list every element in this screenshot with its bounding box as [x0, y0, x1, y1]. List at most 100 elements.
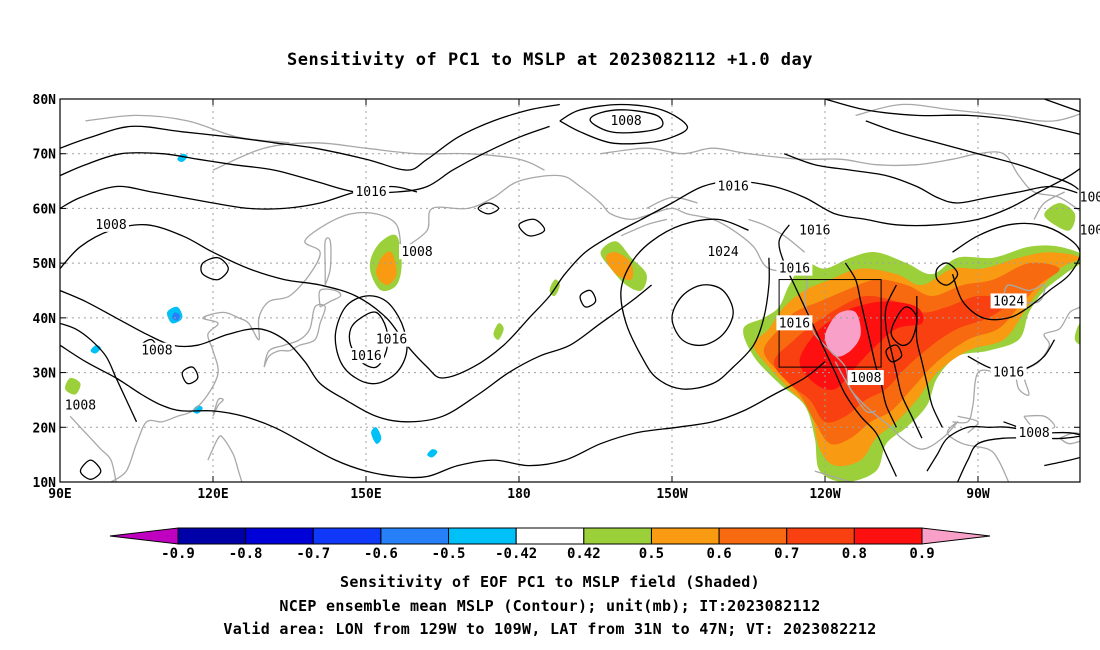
isobar-3: [60, 167, 1080, 379]
contour-label-bg: [990, 364, 1027, 380]
contour-label: 1008: [850, 371, 881, 386]
colorbar-label: 0.6: [706, 546, 731, 562]
isobar-closed-3: [671, 284, 734, 347]
colorbar-label: 0.5: [639, 546, 664, 562]
contour-label: 1016: [376, 333, 407, 348]
contour-label-bg: [138, 342, 175, 358]
shade-region-18: [493, 323, 504, 340]
gridlines: [60, 99, 1080, 482]
contour-label: 1008: [65, 398, 96, 413]
caption-line-1: Sensitivity of EOF PC1 to MSLP field (Sh…: [340, 573, 760, 591]
contour-label-bg: [705, 244, 741, 260]
chart-title: Sensitivity of PC1 to MSLP at 2023082112…: [286, 50, 813, 70]
isobar-8: [783, 153, 1080, 204]
colorbar-box: [177, 527, 247, 545]
contour-label-bg: [1077, 222, 1100, 238]
isobar-4: [60, 284, 653, 423]
isobar-closed-0: [589, 109, 664, 134]
colorbar-arrow-high: [921, 527, 991, 545]
coastline-14: [814, 470, 851, 482]
lon-label: 150W: [656, 487, 687, 502]
coastline-2: [834, 361, 877, 414]
contour-label-bg: [1077, 189, 1100, 205]
colorbar-box: [786, 527, 855, 545]
contour-label: 1016: [779, 316, 810, 331]
colorbar-label: 0.9: [909, 546, 934, 562]
coastline-4: [263, 303, 326, 368]
shade-region-15: [1074, 323, 1080, 345]
shade-region-25: [427, 449, 438, 458]
isobar-22: [620, 218, 770, 390]
colorbar-label: -0.8: [229, 546, 263, 562]
contour-label: 1016: [799, 223, 830, 238]
colorbar-box: [718, 527, 788, 545]
coastline-19: [646, 196, 698, 209]
contour-label: 1008: [401, 245, 432, 260]
contour-label: 1008: [1018, 426, 1049, 441]
shade-region-10: [1044, 203, 1076, 231]
contour-label-bg: [990, 293, 1027, 309]
isobar-11: [1044, 99, 1080, 113]
colorbar-arrow-low: [109, 527, 179, 545]
isobar-19: [844, 262, 897, 428]
isobar-0: [60, 103, 560, 171]
coastlines: [69, 103, 1080, 482]
colorbar-label: -0.7: [296, 546, 330, 562]
contour-label-bg: [608, 112, 645, 128]
isobar-closed-2: [348, 311, 389, 369]
contour-label-bg: [348, 348, 384, 364]
contour-label-bg: [373, 331, 410, 347]
contour-label-bg: [776, 260, 813, 276]
coastline-20: [620, 218, 668, 237]
lon-label: 120W: [809, 487, 840, 502]
colorbar: -0.9 -0.8 -0.7 -0.6 -0.5 -0.42 0.42 0.5 0.6 0.7 0.…: [109, 527, 991, 562]
colorbar-label: -0.9: [161, 546, 195, 562]
contour-label-bg: [353, 184, 390, 200]
coastline-17: [1059, 432, 1080, 445]
coastline-0: [69, 415, 117, 482]
isobar-1: [60, 125, 550, 194]
contour-label: 1016: [355, 185, 386, 200]
isobar-closed-14: [79, 459, 102, 480]
isobar-closed-9: [885, 344, 903, 363]
isobar-23: [951, 222, 1080, 321]
coastline-9: [212, 142, 545, 171]
shade-region-5: [824, 310, 861, 357]
colorbar-label: -0.6: [364, 546, 398, 562]
coastline-1: [110, 174, 1010, 482]
isobar-9: [865, 120, 1080, 192]
colorbar-box: [448, 527, 517, 545]
coastline-16: [1023, 414, 1056, 430]
colorbar-label: 0.7: [774, 546, 799, 562]
contour-label: 1016: [718, 180, 749, 195]
colorbar-box: [650, 527, 720, 545]
contour-label: 1024: [707, 245, 738, 260]
isobar-15: [926, 425, 1080, 472]
coastline-7: [212, 397, 224, 417]
isobar-10: [824, 99, 1080, 135]
lat-label: 50N: [33, 257, 57, 272]
contour-label: 1016: [779, 262, 810, 277]
isobar-7: [559, 103, 689, 145]
isobar-closed-13: [181, 366, 199, 385]
coastline-11: [855, 103, 1080, 122]
contour-label: 1016: [350, 349, 381, 364]
coastline-3: [600, 147, 1080, 424]
contour-label-bg: [776, 315, 813, 331]
colorbar-label: -0.42: [495, 546, 537, 562]
colorbar-box: [312, 527, 382, 545]
contour-label: 1008: [95, 218, 126, 233]
colorbar-label: -0.5: [432, 546, 466, 562]
contour-label: 1024: [993, 294, 1024, 309]
contour-label: 1008: [141, 344, 172, 359]
isobar-closed-8: [935, 262, 959, 286]
map-frame: [59, 98, 1081, 483]
contour-label: 1000: [1080, 223, 1100, 238]
shade-region-21: [172, 312, 180, 321]
contour-labels: 1008101610161000100810161000100810081024…: [62, 112, 1100, 441]
contour-label: 1016: [993, 366, 1024, 381]
caption-line-3: Valid area: LON from 129W to 109W, LAT f…: [223, 620, 877, 638]
colorbar-box: [583, 527, 652, 545]
isobar-closed-11: [579, 289, 597, 308]
